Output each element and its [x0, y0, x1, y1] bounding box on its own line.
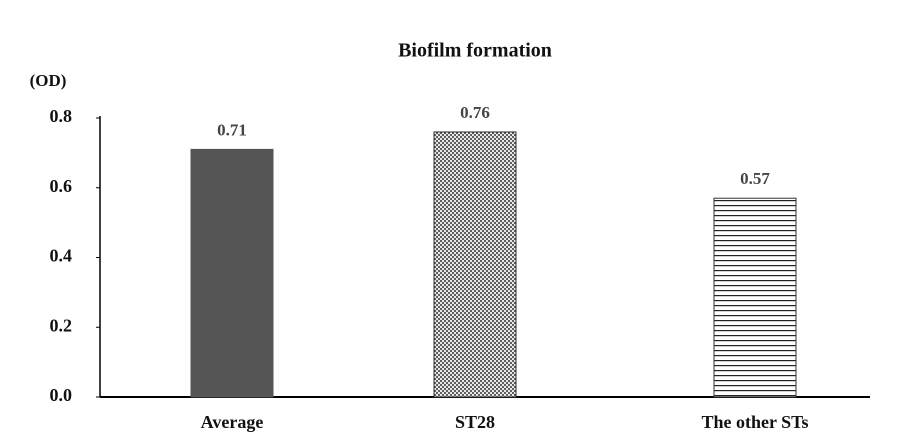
y-tick-label: 0.0 — [50, 385, 73, 405]
y-tick-label: 0.4 — [50, 246, 73, 266]
x-tick-label: Average — [201, 412, 264, 432]
data-label: 0.57 — [740, 169, 770, 188]
y-tick-label: 0.8 — [50, 106, 73, 126]
y-tick-label: 0.2 — [50, 315, 73, 335]
bar — [713, 197, 797, 398]
data-label: 0.76 — [460, 103, 490, 122]
y-tick-label: 0.6 — [50, 176, 73, 196]
data-label: 0.71 — [217, 120, 247, 139]
x-tick-label: ST28 — [455, 412, 495, 432]
chart-title: Biofilm formation — [398, 40, 552, 62]
x-tick-label: The other STs — [701, 412, 808, 432]
y-axis-label: (OD) — [30, 71, 67, 90]
bar — [433, 131, 517, 398]
bar — [190, 148, 274, 398]
